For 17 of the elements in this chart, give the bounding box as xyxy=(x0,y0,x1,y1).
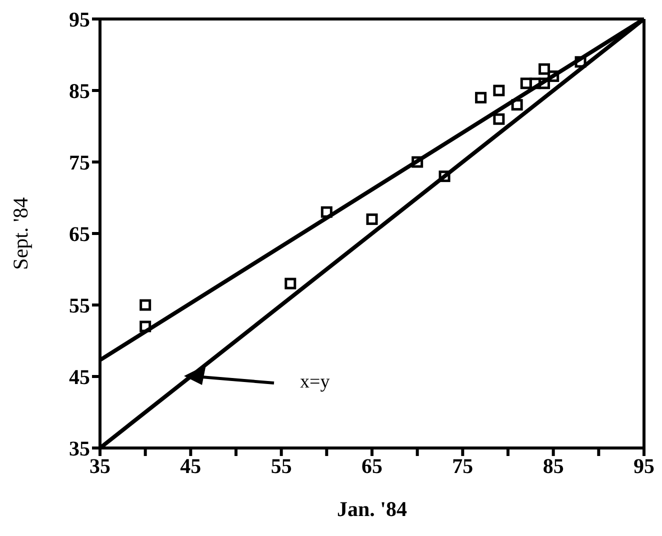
x-axis-title: Jan. '84 xyxy=(336,497,408,521)
x-tick-label: 45 xyxy=(180,454,202,478)
x-tick-label: 85 xyxy=(542,454,564,478)
x-tick-label: 95 xyxy=(634,454,654,478)
y-tick-label: 65 xyxy=(69,222,90,246)
y-tick-label: 95 xyxy=(69,7,90,32)
x-tick-label: 35 xyxy=(90,454,110,478)
y-tick-label: 75 xyxy=(69,150,90,174)
y-tick-label: 45 xyxy=(69,364,90,389)
x-tick-label: 55 xyxy=(270,454,292,478)
y-tick-label: 55 xyxy=(69,293,90,318)
y-axis-title: Sept. '84 xyxy=(8,196,32,270)
x-tick-label: 75 xyxy=(452,454,474,478)
x-tick-label: 65 xyxy=(362,454,382,478)
annotation: x=y xyxy=(300,371,330,392)
y-tick-label: 35 xyxy=(69,436,90,460)
y-tick-label: 85 xyxy=(69,78,90,103)
